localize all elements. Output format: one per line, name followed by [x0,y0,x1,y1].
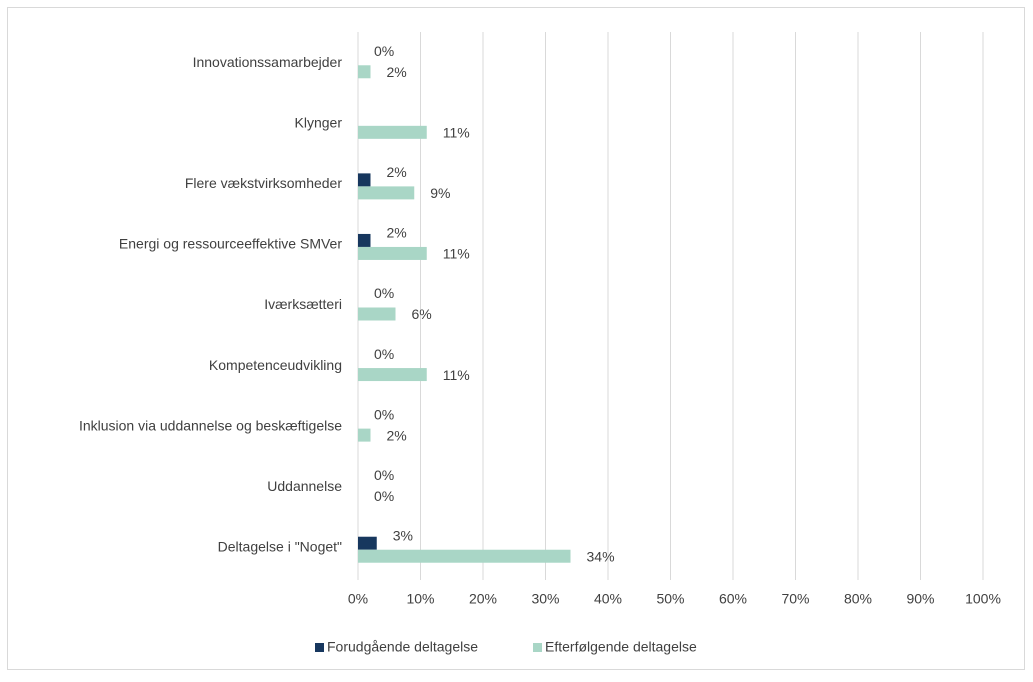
value-label: 0% [374,285,394,301]
chart-border [7,7,1025,670]
bar [358,536,377,550]
bar [358,549,571,563]
x-tick-label: 100% [965,591,1001,607]
y-tick-label: Iværksætteri [264,296,342,312]
value-label: 11% [443,246,470,262]
bar [358,428,371,442]
y-tick-label: Inklusion via uddannelse og beskæftigels… [79,417,342,433]
value-label: 6% [412,306,432,322]
value-label: 2% [387,64,407,80]
value-label: 3% [393,527,413,543]
value-label: 0% [374,406,394,422]
value-label: 11% [443,125,470,141]
y-tick-label: Energi og ressourceeffektive SMVer [119,236,342,252]
x-tick-label: 60% [719,591,747,607]
bar [358,173,371,187]
x-tick-label: 0% [348,591,368,607]
value-label: 0% [374,43,394,59]
bar [358,125,427,139]
value-label: 9% [430,185,450,201]
value-label: 2% [387,164,407,180]
value-label: 2% [387,427,407,443]
x-tick-label: 40% [594,591,622,607]
value-label: 0% [374,488,394,504]
x-tick-label: 70% [781,591,809,607]
y-tick-label: Klynger [295,115,343,131]
y-tick-label: Flere vækstvirksomheder [185,175,342,191]
y-tick-label: Kompetenceudvikling [209,357,342,373]
x-tick-label: 10% [406,591,434,607]
legend-swatch [315,643,324,652]
x-tick-label: 50% [656,591,684,607]
bar [358,233,371,247]
x-tick-label: 20% [469,591,497,607]
value-label: 34% [587,548,615,564]
x-tick-label: 30% [531,591,559,607]
bar [358,307,396,321]
bar [358,65,371,79]
value-label: 0% [374,467,394,483]
legend-label: Efterfølgende deltagelse [545,639,697,655]
bar [358,246,427,260]
y-tick-label: Innovationssamarbejder [193,54,343,70]
y-tick-label: Uddannelse [267,478,342,494]
x-tick-label: 80% [844,591,872,607]
y-tick-label: Deltagelse i "Noget" [218,538,342,554]
legend-swatch [533,643,542,652]
value-label: 11% [443,367,470,383]
legend-label: Forudgående deltagelse [327,639,478,655]
value-label: 0% [374,346,394,362]
x-tick-label: 90% [906,591,934,607]
bar [358,186,415,200]
value-label: 2% [387,225,407,241]
bar [358,368,427,382]
